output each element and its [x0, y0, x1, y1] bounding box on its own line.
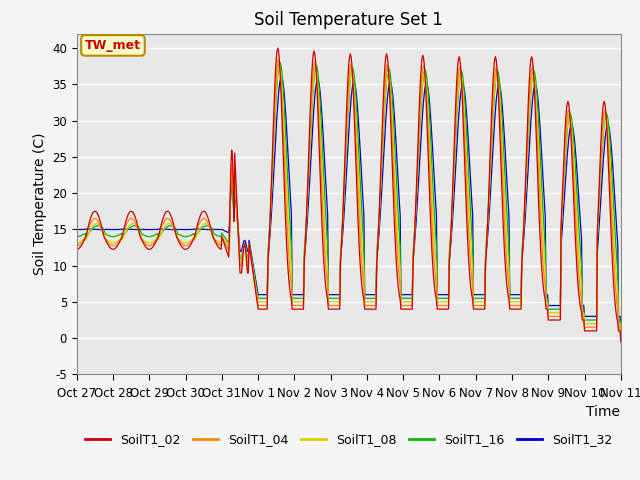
SoilT1_16	[216, 233, 223, 239]
SoilT1_16	[394, 206, 402, 212]
SoilT1_32	[448, 231, 456, 237]
Y-axis label: Soil Temperature (C): Soil Temperature (C)	[33, 133, 47, 275]
SoilT1_32	[278, 74, 285, 80]
SoilT1_32	[193, 226, 200, 232]
SoilT1_04	[193, 229, 200, 235]
SoilT1_16	[276, 60, 284, 65]
SoilT1_32	[341, 195, 349, 201]
SoilT1_08	[394, 235, 402, 240]
Text: Nov 1: Nov 1	[241, 387, 275, 400]
Text: Nov 5: Nov 5	[386, 387, 420, 400]
Line: SoilT1_02: SoilT1_02	[77, 48, 621, 342]
SoilT1_16	[617, 328, 625, 334]
Line: SoilT1_04: SoilT1_04	[77, 59, 621, 338]
Text: TW_met: TW_met	[85, 39, 141, 52]
SoilT1_16	[341, 173, 349, 179]
Line: SoilT1_32: SoilT1_32	[77, 77, 621, 327]
SoilT1_32	[73, 227, 81, 232]
SoilT1_04	[448, 218, 456, 224]
Text: Oct 31: Oct 31	[202, 387, 241, 400]
SoilT1_32	[216, 227, 223, 232]
SoilT1_02	[568, 148, 575, 154]
SoilT1_32	[568, 122, 575, 128]
SoilT1_04	[394, 259, 402, 264]
Text: Nov 7: Nov 7	[459, 387, 493, 400]
Text: Nov 11: Nov 11	[600, 387, 640, 400]
Line: SoilT1_16: SoilT1_16	[77, 62, 621, 331]
SoilT1_02	[394, 281, 402, 287]
SoilT1_16	[193, 232, 200, 238]
Text: Nov 9: Nov 9	[531, 387, 565, 400]
SoilT1_02	[341, 152, 349, 157]
SoilT1_04	[73, 243, 81, 249]
Text: Nov 10: Nov 10	[564, 387, 605, 400]
SoilT1_08	[216, 240, 223, 246]
Text: Oct 30: Oct 30	[166, 387, 205, 400]
SoilT1_16	[568, 116, 575, 122]
SoilT1_02	[617, 339, 625, 345]
Text: Oct 28: Oct 28	[93, 387, 132, 400]
Text: Nov 3: Nov 3	[314, 387, 348, 400]
SoilT1_02	[448, 216, 456, 221]
SoilT1_08	[448, 220, 456, 226]
SoilT1_32	[617, 324, 625, 330]
Title: Soil Temperature Set 1: Soil Temperature Set 1	[254, 11, 444, 29]
SoilT1_04	[617, 335, 625, 341]
SoilT1_02	[216, 245, 223, 251]
Text: Nov 6: Nov 6	[422, 387, 456, 400]
SoilT1_08	[341, 172, 349, 178]
Legend: SoilT1_02, SoilT1_04, SoilT1_08, SoilT1_16, SoilT1_32: SoilT1_02, SoilT1_04, SoilT1_08, SoilT1_…	[81, 428, 617, 451]
Line: SoilT1_08: SoilT1_08	[77, 66, 621, 335]
Text: Nov 2: Nov 2	[277, 387, 312, 400]
SoilT1_16	[73, 234, 81, 240]
SoilT1_16	[448, 217, 456, 223]
SoilT1_02	[274, 45, 282, 51]
SoilT1_04	[275, 56, 282, 62]
SoilT1_04	[568, 134, 575, 140]
SoilT1_08	[275, 63, 283, 69]
Text: Time: Time	[586, 405, 620, 419]
Text: Oct 27: Oct 27	[57, 387, 97, 400]
SoilT1_02	[193, 227, 200, 233]
SoilT1_08	[73, 240, 81, 246]
Text: Nov 8: Nov 8	[495, 387, 529, 400]
SoilT1_04	[341, 163, 349, 169]
SoilT1_04	[216, 242, 223, 248]
Text: Nov 4: Nov 4	[350, 387, 384, 400]
Text: Oct 29: Oct 29	[130, 387, 169, 400]
SoilT1_32	[394, 174, 402, 180]
SoilT1_02	[73, 246, 81, 252]
SoilT1_08	[617, 332, 625, 337]
SoilT1_08	[568, 127, 575, 132]
SoilT1_08	[193, 234, 200, 240]
